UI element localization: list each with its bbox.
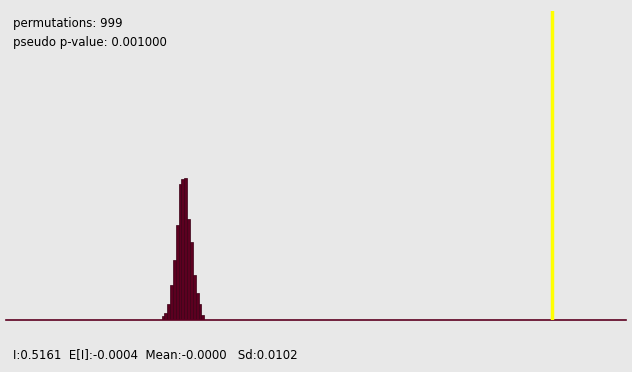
Bar: [196, 293, 198, 320]
Bar: [170, 285, 173, 320]
Bar: [173, 260, 176, 320]
Bar: [162, 316, 164, 320]
Bar: [193, 275, 196, 320]
Text: I:0.5161  E[I]:-0.0004  Mean:-0.0000   Sd:0.0102: I:0.5161 E[I]:-0.0004 Mean:-0.0000 Sd:0.…: [13, 348, 297, 361]
Bar: [198, 304, 202, 320]
Bar: [181, 179, 185, 320]
Bar: [187, 219, 190, 320]
Bar: [167, 304, 170, 320]
Bar: [190, 242, 193, 320]
Text: permutations: 999
pseudo p-value: 0.001000: permutations: 999 pseudo p-value: 0.0010…: [13, 17, 166, 49]
Bar: [164, 312, 167, 320]
Bar: [176, 225, 179, 320]
Bar: [202, 315, 204, 320]
Bar: [179, 184, 181, 320]
Bar: [185, 178, 187, 320]
